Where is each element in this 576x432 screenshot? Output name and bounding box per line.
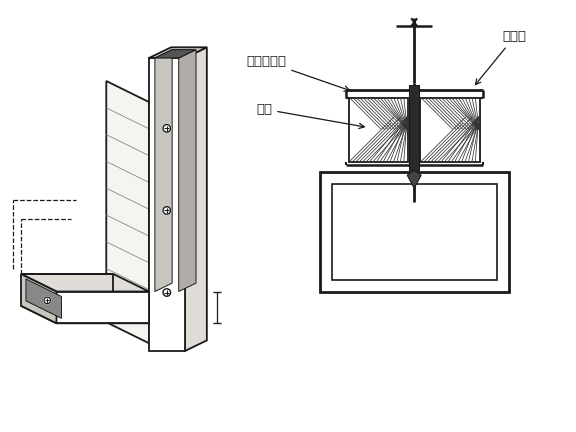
Circle shape — [163, 206, 170, 214]
Polygon shape — [332, 184, 497, 280]
Polygon shape — [21, 306, 149, 323]
Polygon shape — [26, 279, 62, 318]
Polygon shape — [320, 172, 509, 292]
Polygon shape — [21, 274, 56, 323]
Polygon shape — [155, 50, 172, 292]
Circle shape — [44, 297, 51, 304]
Polygon shape — [149, 58, 185, 351]
Polygon shape — [348, 98, 408, 162]
Polygon shape — [420, 98, 480, 162]
Polygon shape — [107, 81, 149, 343]
Circle shape — [163, 124, 170, 132]
Text: 木条: 木条 — [256, 103, 365, 129]
Polygon shape — [407, 170, 421, 188]
Polygon shape — [21, 274, 149, 292]
Text: 金属压条槽: 金属压条槽 — [247, 55, 350, 91]
Polygon shape — [179, 50, 196, 292]
Circle shape — [163, 289, 170, 296]
Polygon shape — [56, 292, 149, 323]
Text: 玻璃板: 玻璃板 — [475, 30, 526, 85]
Polygon shape — [155, 50, 196, 58]
Polygon shape — [409, 85, 419, 170]
Polygon shape — [149, 47, 207, 58]
Polygon shape — [185, 47, 207, 351]
